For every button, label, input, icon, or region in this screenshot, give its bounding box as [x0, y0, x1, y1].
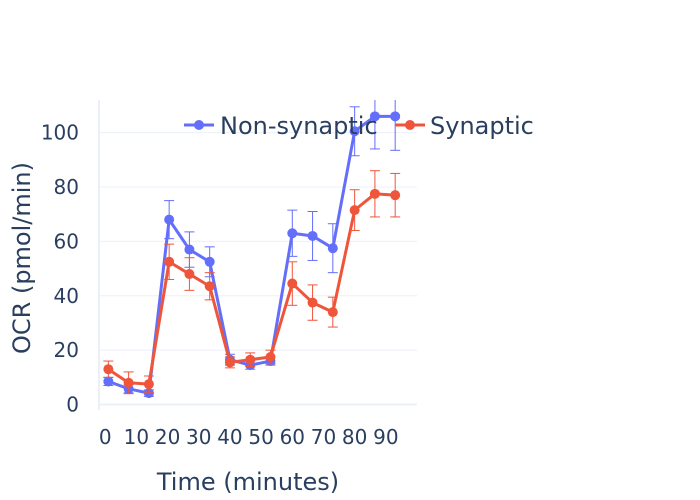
y-axis-title: OCR (pmol/min) — [8, 162, 36, 354]
legend-label-synaptic: Synaptic — [430, 112, 534, 140]
x-tick-label-60: 60 — [280, 425, 305, 449]
data-point-non-synaptic-0 — [103, 376, 114, 387]
y-tick-label-80: 80 — [54, 175, 79, 199]
x-tick-label-80: 80 — [342, 425, 367, 449]
data-point-non-synaptic-5 — [204, 256, 215, 267]
data-point-synaptic-13 — [369, 188, 380, 199]
data-point-synaptic-8 — [265, 351, 276, 362]
y-tick-label-20: 20 — [54, 338, 79, 362]
data-point-non-synaptic-13 — [369, 111, 380, 122]
x-tick-label-0: 0 — [99, 425, 112, 449]
legend-marker-synaptic — [405, 120, 415, 130]
data-point-non-synaptic-9 — [287, 228, 298, 239]
gridlines — [99, 132, 417, 351]
x-axis-title: Time (minutes) — [156, 468, 339, 496]
axes — [98, 100, 417, 410]
data-point-synaptic-9 — [287, 278, 298, 289]
series-line-non-synaptic — [107, 114, 396, 395]
legend-item-synaptic[interactable]: Synaptic — [395, 112, 534, 140]
data-point-non-synaptic-4 — [184, 244, 195, 255]
y-tick-label-100: 100 — [41, 121, 79, 145]
x-tick-label-30: 30 — [186, 425, 211, 449]
data-point-synaptic-6 — [224, 357, 235, 368]
x-tick-label-90: 90 — [373, 425, 398, 449]
y-tick-label-40: 40 — [54, 284, 79, 308]
legend-item-non-synaptic[interactable]: Non-synaptic — [184, 112, 378, 140]
data-point-non-synaptic-11 — [327, 243, 338, 254]
data-point-synaptic-1 — [123, 377, 134, 388]
data-point-synaptic-14 — [390, 190, 401, 201]
data-point-synaptic-5 — [204, 281, 215, 292]
data-point-non-synaptic-14 — [390, 111, 401, 122]
data-point-synaptic-3 — [164, 256, 175, 267]
legend: Non-synaptic Synaptic — [184, 112, 534, 140]
data-point-synaptic-10 — [307, 297, 318, 308]
data-point-synaptic-2 — [143, 379, 154, 390]
x-tick-label-20: 20 — [155, 425, 180, 449]
data-point-non-synaptic-3 — [164, 214, 175, 225]
x-tick-label-70: 70 — [311, 425, 336, 449]
data-point-synaptic-12 — [349, 205, 360, 216]
data-point-synaptic-4 — [184, 269, 195, 280]
data-point-non-synaptic-12 — [349, 126, 360, 137]
series-layer — [103, 100, 401, 399]
series-synaptic — [103, 170, 401, 395]
data-point-synaptic-11 — [327, 307, 338, 318]
x-tick-label-10: 10 — [124, 425, 149, 449]
x-tick-label-40: 40 — [217, 425, 242, 449]
y-tick-label-60: 60 — [54, 229, 79, 253]
y-tick-label-0: 0 — [66, 393, 79, 417]
data-point-synaptic-7 — [245, 354, 256, 365]
legend-label-non-synaptic: Non-synaptic — [220, 112, 378, 140]
data-point-non-synaptic-10 — [307, 230, 318, 241]
legend-marker-non-synaptic — [194, 120, 204, 130]
data-point-synaptic-0 — [103, 364, 114, 375]
data-point-non-synaptic-2 — [143, 388, 154, 399]
x-tick-label-50: 50 — [248, 425, 273, 449]
